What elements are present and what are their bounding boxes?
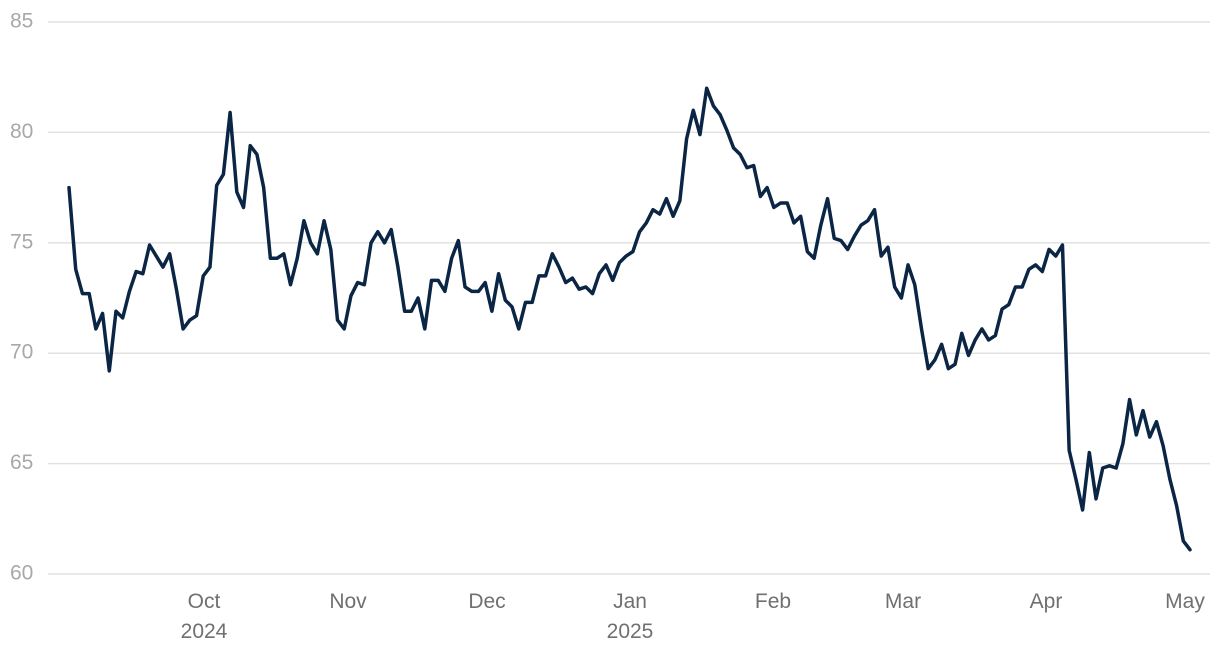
y-tick-label: 65 bbox=[10, 451, 33, 474]
x-tick-label: Feb bbox=[755, 590, 791, 613]
price-line bbox=[67, 86, 1192, 552]
y-tick-label: 75 bbox=[10, 230, 33, 253]
x-tick-label: May bbox=[1165, 590, 1205, 613]
y-tick-label: 70 bbox=[10, 341, 33, 364]
y-tick-label: 60 bbox=[10, 562, 33, 585]
x-tick-label: Mar bbox=[885, 590, 921, 613]
x-tick-label: Jan 2025 bbox=[607, 590, 654, 643]
y-tick-label: 85 bbox=[10, 10, 33, 33]
x-tick-label: Apr bbox=[1030, 590, 1063, 613]
y-tick-label: 80 bbox=[10, 120, 33, 143]
x-tick-label: Dec bbox=[468, 590, 505, 613]
x-tick-label: Oct 2024 bbox=[181, 590, 228, 643]
x-tick-label: Nov bbox=[329, 590, 367, 613]
